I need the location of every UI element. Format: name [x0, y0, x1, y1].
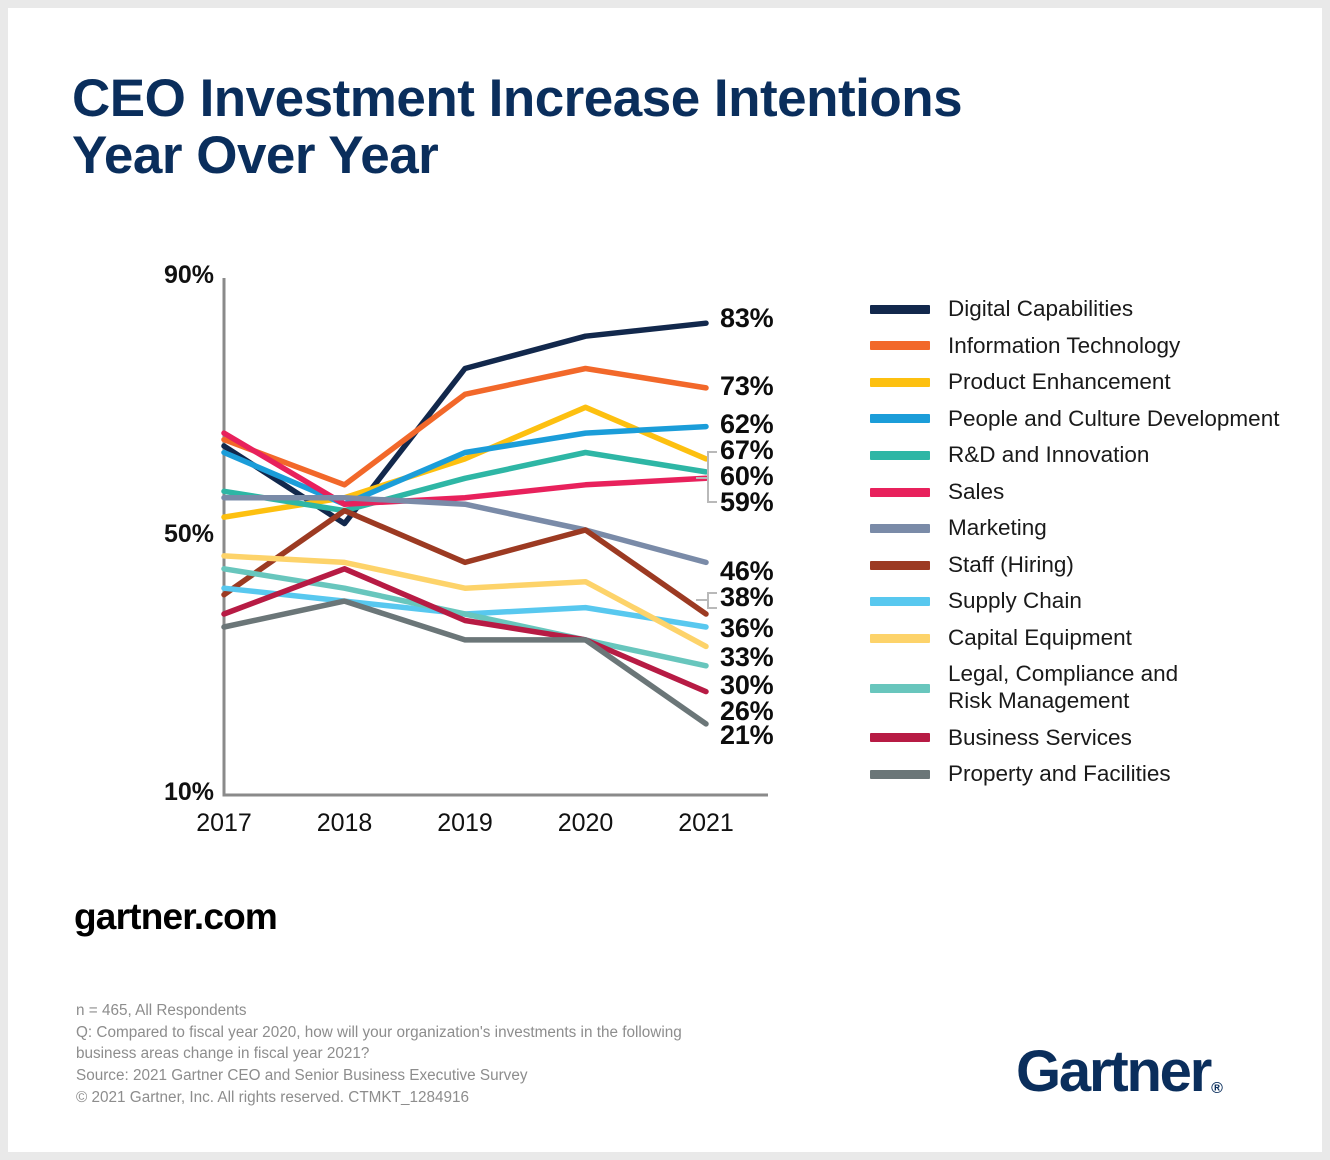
legend-item[interactable]: People and Culture Development	[870, 406, 1290, 433]
series-line	[221, 320, 709, 527]
y-axis-tick-label: 50%	[163, 519, 214, 548]
legend-item-label: Staff (Hiring)	[948, 551, 1074, 577]
legend-color-swatch	[870, 341, 930, 351]
series-line	[221, 598, 709, 727]
legend-item[interactable]: Sales	[870, 479, 1290, 506]
footnote-question: Q: Compared to fiscal year 2020, how wil…	[76, 1023, 682, 1063]
series-end-value-label: 21%	[720, 720, 774, 750]
legend-item[interactable]: Legal, Compliance and Risk Management	[870, 661, 1290, 714]
series-line	[221, 553, 709, 650]
series-end-value-label: 38%	[720, 582, 774, 612]
footnotes: n = 465, All Respondents Q: Compared to …	[76, 1000, 776, 1109]
legend-item-label: Digital Capabilities	[948, 296, 1134, 321]
legend-color-swatch	[870, 733, 930, 743]
series-line	[221, 365, 709, 488]
page-title: CEO Investment Increase Intentions Year …	[72, 69, 963, 186]
footnote-source: Source: 2021 Gartner CEO and Senior Busi…	[76, 1067, 528, 1085]
legend-item-label: Marketing	[948, 515, 1047, 541]
legend-item[interactable]: Property and Facilities	[870, 761, 1290, 788]
x-axis-tick-label: 2021	[678, 809, 734, 837]
series-end-value-label: 62%	[720, 409, 774, 439]
legend-item[interactable]: Business Services	[870, 725, 1290, 752]
gartner-logo: Gartner®	[1016, 1038, 1223, 1105]
poster-canvas: CEO Investment Increase Intentions Year …	[8, 8, 1322, 1152]
legend-color-swatch	[870, 414, 930, 424]
legend-item-label: Sales	[948, 478, 1005, 504]
legend-item[interactable]: R&D and Innovation	[870, 442, 1290, 469]
legend-item[interactable]: Marketing	[870, 515, 1290, 542]
legend-item-label: People and Culture Development	[948, 405, 1280, 431]
legend-item-label: Property and Facilities	[948, 761, 1171, 787]
series-line	[221, 423, 709, 507]
y-axis-tick-label: 10%	[163, 778, 214, 806]
legend-item-label: Supply Chain	[948, 588, 1082, 614]
series-line	[221, 449, 709, 514]
series-line	[221, 494, 709, 566]
series-end-value-label: 33%	[720, 642, 774, 672]
legend-item[interactable]: Product Enhancement	[870, 369, 1290, 396]
legend-item-label: Information Technology	[948, 332, 1181, 358]
legend-color-swatch	[870, 683, 930, 693]
x-axis-tick-label: 2018	[316, 809, 373, 837]
legend-color-swatch	[870, 304, 930, 314]
legend-color-swatch	[870, 487, 930, 497]
legend-color-swatch	[870, 597, 930, 607]
legend-color-swatch	[870, 560, 930, 570]
legend-color-swatch	[870, 377, 930, 387]
series-end-value-label: 67%	[720, 435, 774, 465]
legend-item-label: Product Enhancement	[948, 369, 1171, 395]
legend-item-label: R&D and Innovation	[948, 442, 1150, 468]
series-line	[221, 507, 709, 617]
series-end-value-label: 60%	[720, 461, 774, 491]
gartner-logo-text: Gartner	[1016, 1039, 1212, 1104]
series-end-value-label: 26%	[720, 696, 774, 726]
legend-item[interactable]: Staff (Hiring)	[870, 552, 1290, 579]
legend-item-label: Business Services	[948, 724, 1132, 750]
legend-item-label: Legal, Compliance and Risk Management	[948, 661, 1179, 714]
series-end-value-label: 46%	[720, 556, 774, 586]
legend-color-swatch	[870, 769, 930, 779]
series-end-value-label: 59%	[720, 487, 774, 517]
chart-legend: Digital Capabilities Information Technolo…	[870, 296, 1290, 798]
x-axis-tick-label: 2017	[196, 809, 252, 837]
footnote-copyright: © 2021 Gartner, Inc. All rights reserved…	[76, 1088, 470, 1106]
series-line	[221, 430, 709, 507]
label-leader-bracket	[707, 451, 717, 503]
series-end-value-label: 83%	[720, 303, 774, 333]
label-leader-bracket	[707, 592, 717, 609]
series-end-value-label: 30%	[720, 670, 774, 700]
series-line	[221, 566, 709, 695]
legend-color-swatch	[870, 450, 930, 460]
line-chart: 90% 50% 10% 2017 2018 2019 2020 2021 83% 73% 62% 67…	[8, 8, 1322, 1152]
y-axis-tick-label: 90%	[163, 261, 214, 289]
footnote-n: n = 465, All Respondents	[76, 1002, 247, 1019]
x-axis-tick-label: 2019	[437, 809, 493, 837]
x-axis-tick-label: 2020	[557, 809, 614, 837]
legend-item[interactable]: Digital Capabilities	[870, 296, 1290, 323]
legend-color-swatch	[870, 524, 930, 534]
gartner-com-text: gartner.com	[74, 896, 278, 937]
legend-item[interactable]: Capital Equipment	[870, 625, 1290, 652]
series-end-value-label: 73%	[720, 371, 774, 401]
chart-svg	[221, 278, 768, 797]
registered-mark-icon: ®	[1211, 1080, 1223, 1097]
series-end-value-label: 36%	[720, 613, 774, 643]
legend-color-swatch	[870, 633, 930, 643]
legend-item[interactable]: Supply Chain	[870, 588, 1290, 615]
legend-item-label: Capital Equipment	[948, 624, 1132, 650]
legend-item[interactable]: Information Technology	[870, 333, 1290, 360]
